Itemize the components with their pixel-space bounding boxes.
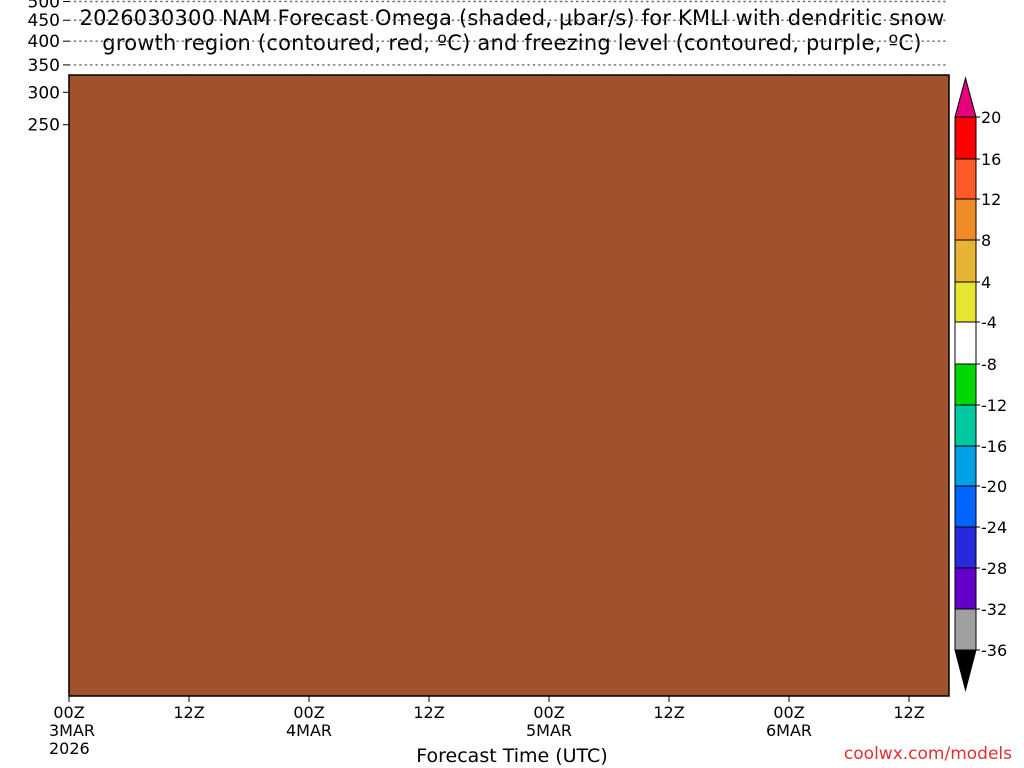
omega-region-6 (358, 0, 390, 2)
colorbar: 20 16 12 8 4 -4 -8 -12 -16 -20 -24 -28 -32 -36 (954, 76, 1007, 692)
colorbar-bin-0 (954, 116, 977, 160)
contour-label-0-2: -18 (777, 0, 801, 14)
y-tick-label-250: 250 (28, 116, 60, 136)
y-tick-label-350: 350 (28, 56, 60, 76)
x-tick-label-72-0: 00Z (773, 703, 804, 722)
y-tick-label-500: 500 (28, 0, 60, 13)
colorbar-label-8: -16 (981, 437, 1007, 456)
colorbar-label-5: -4 (981, 313, 997, 332)
x-tick-label-48-1: 5MAR (526, 721, 572, 740)
x-tick-label-84-0: 12Z (893, 703, 924, 722)
colorbar-label-9: -20 (981, 477, 1007, 496)
colorbar-bin-5 (954, 321, 977, 365)
omega-region-7 (412, 0, 426, 70)
x-tick-label-0-1: 3MAR (49, 721, 95, 740)
colorbar-label-6: -8 (981, 355, 997, 374)
colorbar-label-13: -36 (981, 641, 1007, 660)
omega-region-24 (670, 0, 692, 65)
colorbar-label-7: -12 (981, 396, 1007, 415)
colorbar-bin-2 (954, 198, 977, 241)
x-tick-label-36-0: 12Z (413, 703, 444, 722)
omega-region-18 (580, 33, 588, 60)
colorbar-bin-7 (954, 404, 977, 447)
x-tick-label-0-2: 2026 (49, 739, 90, 758)
colorbar-bin-13 (954, 608, 977, 651)
chart-title: 2026030300 NAM Forecast Omega (shaded, μ… (0, 6, 1024, 56)
colorbar-label-3: 8 (981, 231, 991, 250)
plot-frame (68, 74, 950, 697)
omega-region-17 (534, 75, 544, 81)
colorbar-label-11: -28 (981, 559, 1007, 578)
y-axis-ticks: 2503003504004505005506006507007508008509… (28, 0, 69, 136)
y-tick-label-400: 400 (28, 32, 60, 52)
contour-label-bg-0-0 (277, 0, 307, 5)
colorbar-top-arrow (954, 76, 977, 118)
colorbar-bin-1 (954, 158, 977, 200)
colorbar-label-12: -32 (981, 600, 1007, 619)
colorbar-label-1: 16 (981, 150, 1001, 169)
colorbar-label-0: 20 (981, 108, 1001, 127)
x-tick-label-72-1: 6MAR (766, 721, 812, 740)
ground-fill (69, 75, 949, 696)
y-tick-label-450: 450 (28, 11, 60, 31)
colorbar-bin-6 (954, 363, 977, 406)
contour-line-0 (69, 0, 949, 9)
x-tick-label-0-0: 00Z (53, 703, 84, 722)
credit-text[interactable]: coolwx.com/models (843, 744, 1012, 764)
colorbar-bin-9 (954, 485, 977, 528)
x-tick-label-24-1: 4MAR (286, 721, 332, 740)
colorbar-bin-3 (954, 239, 977, 283)
colorbar-label-4: 4 (981, 273, 991, 292)
colorbar-bin-8 (954, 445, 977, 487)
x-tick-label-24-0: 00Z (293, 703, 324, 722)
colorbar-label-2: 12 (981, 190, 1001, 209)
omega-region-8 (415, 9, 423, 46)
y-tick-label-300: 300 (28, 83, 60, 103)
title-line-2: growth region (contoured, red, ºC) and f… (102, 31, 922, 55)
x-tick-label-12-0: 12Z (173, 703, 204, 722)
title-line-1: 2026030300 NAM Forecast Omega (shaded, μ… (79, 6, 945, 30)
colorbar-label-10: -24 (981, 518, 1007, 537)
colorbar-bin-11 (954, 567, 977, 610)
x-axis-label: Forecast Time (UTC) (416, 745, 608, 767)
colorbar-bin-4 (954, 281, 977, 323)
omega-region-5 (382, 75, 386, 76)
x-tick-label-60-0: 12Z (653, 703, 684, 722)
colorbar-bottom-arrow (954, 649, 977, 692)
x-tick-label-48-0: 00Z (533, 703, 564, 722)
ground-layer (69, 75, 949, 696)
colorbar-bin-10 (954, 526, 977, 569)
